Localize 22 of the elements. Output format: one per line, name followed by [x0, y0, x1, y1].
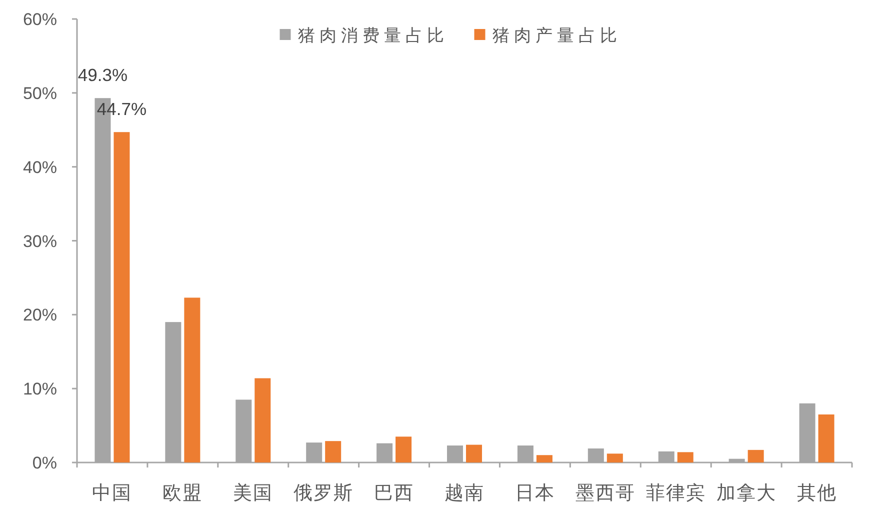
y-tick-label: 20% [22, 306, 57, 325]
x-tick-label: 墨西哥 [575, 483, 636, 504]
y-tick-label: 0% [32, 454, 57, 472]
x-tick-label: 越南 [444, 483, 484, 504]
y-tick-label: 60% [22, 10, 57, 29]
y-tick-label: 50% [22, 84, 57, 103]
x-tick-label: 俄罗斯 [294, 483, 354, 504]
data-label: 49.3% [78, 65, 128, 86]
x-tick-label: 菲律宾 [646, 483, 706, 504]
x-tick-label: 美国 [233, 483, 274, 504]
y-tick-label: 10% [22, 380, 57, 399]
legend-label: 猪肉产量占比 [492, 26, 622, 45]
data-label: 44.7% [96, 99, 147, 120]
legend-label: 猪肉消费量占比 [298, 26, 448, 45]
x-tick-label: 加拿大 [716, 483, 776, 504]
y-tick-label: 40% [22, 158, 57, 177]
x-tick-label: 其他 [796, 483, 837, 504]
x-tick-label: 欧盟 [162, 483, 203, 504]
x-tick-label: 巴西 [374, 483, 414, 504]
y-tick-label: 30% [22, 232, 57, 251]
x-tick-label: 日本 [514, 483, 555, 504]
x-tick-label: 中国 [92, 483, 132, 504]
